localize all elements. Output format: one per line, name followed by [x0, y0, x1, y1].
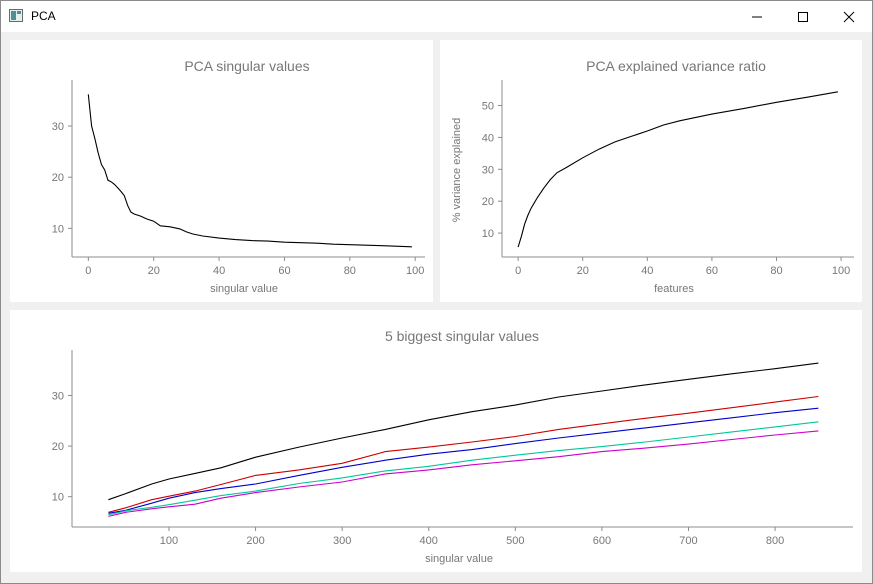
series-line-3	[108, 421, 819, 516]
series-line-0	[108, 362, 819, 501]
y-tick-label: 10	[52, 223, 64, 235]
title-bar[interactable]: PCA	[1, 1, 872, 32]
y-tick-label: 30	[482, 164, 494, 176]
chart-title: PCA singular values	[184, 58, 309, 74]
y-tick-label: 50	[482, 101, 494, 113]
x-tick-label: 0	[515, 265, 521, 277]
singular-values-chart-panel: PCA singular values singular value 0 20 40…	[10, 40, 433, 302]
y-axis-label: % variance explained	[451, 118, 463, 223]
x-axis-label: singular value	[210, 283, 278, 295]
series-line-1	[108, 395, 819, 513]
series-line-2	[108, 407, 819, 514]
x-tick-label: 300	[333, 535, 351, 547]
x-tick-label: 100	[160, 535, 178, 547]
biggest-singular-values-chart-panel: 5 biggest singular values singular value…	[10, 310, 862, 572]
x-axis-label: singular value	[425, 553, 493, 565]
close-button[interactable]	[826, 1, 872, 32]
singular-values-chart: PCA singular values singular value 0 20 40…	[52, 58, 425, 295]
y-tick-label: 20	[52, 172, 64, 184]
y-tick-label: 30	[52, 391, 64, 403]
series-line-4	[108, 430, 819, 517]
x-tick-label: 40	[641, 265, 653, 277]
x-tick-label: 600	[593, 535, 611, 547]
x-tick-label: 60	[706, 265, 718, 277]
x-tick-label: 400	[420, 535, 438, 547]
close-icon	[843, 11, 855, 23]
app-window-icon	[9, 9, 23, 22]
y-tick-label: 10	[482, 228, 494, 240]
biggest-singular-values-chart: 5 biggest singular values singular value…	[52, 328, 853, 565]
x-tick-label: 100	[406, 265, 424, 277]
explained-variance-chart-panel: PCA explained variance ratio features % …	[440, 40, 862, 302]
minimize-button[interactable]	[734, 1, 780, 32]
explained-variance-chart: PCA explained variance ratio features % …	[451, 58, 854, 295]
x-tick-label: 800	[766, 535, 784, 547]
x-tick-label: 80	[344, 265, 356, 277]
x-tick-label: 60	[278, 265, 290, 277]
x-tick-label: 700	[679, 535, 697, 547]
chart-title: 5 biggest singular values	[385, 328, 539, 344]
maximize-icon	[798, 12, 808, 22]
x-tick-label: 80	[770, 265, 782, 277]
x-tick-label: 40	[213, 265, 225, 277]
series-line-0	[517, 91, 838, 248]
y-tick-label: 30	[52, 121, 64, 133]
chart-title: PCA explained variance ratio	[586, 58, 766, 74]
y-tick-label: 20	[482, 196, 494, 208]
x-tick-label: 100	[832, 265, 850, 277]
y-tick-label: 10	[52, 492, 64, 504]
x-tick-label: 200	[246, 535, 264, 547]
x-tick-label: 20	[148, 265, 160, 277]
x-tick-label: 500	[506, 535, 524, 547]
x-tick-label: 20	[577, 265, 589, 277]
minimize-icon	[752, 16, 762, 18]
x-tick-label: 0	[85, 265, 91, 277]
window-title: PCA	[31, 9, 56, 23]
maximize-button[interactable]	[780, 1, 826, 32]
series-line-0	[87, 94, 412, 248]
y-tick-label: 40	[482, 132, 494, 144]
y-tick-label: 20	[52, 441, 64, 453]
x-axis-label: features	[654, 283, 694, 295]
